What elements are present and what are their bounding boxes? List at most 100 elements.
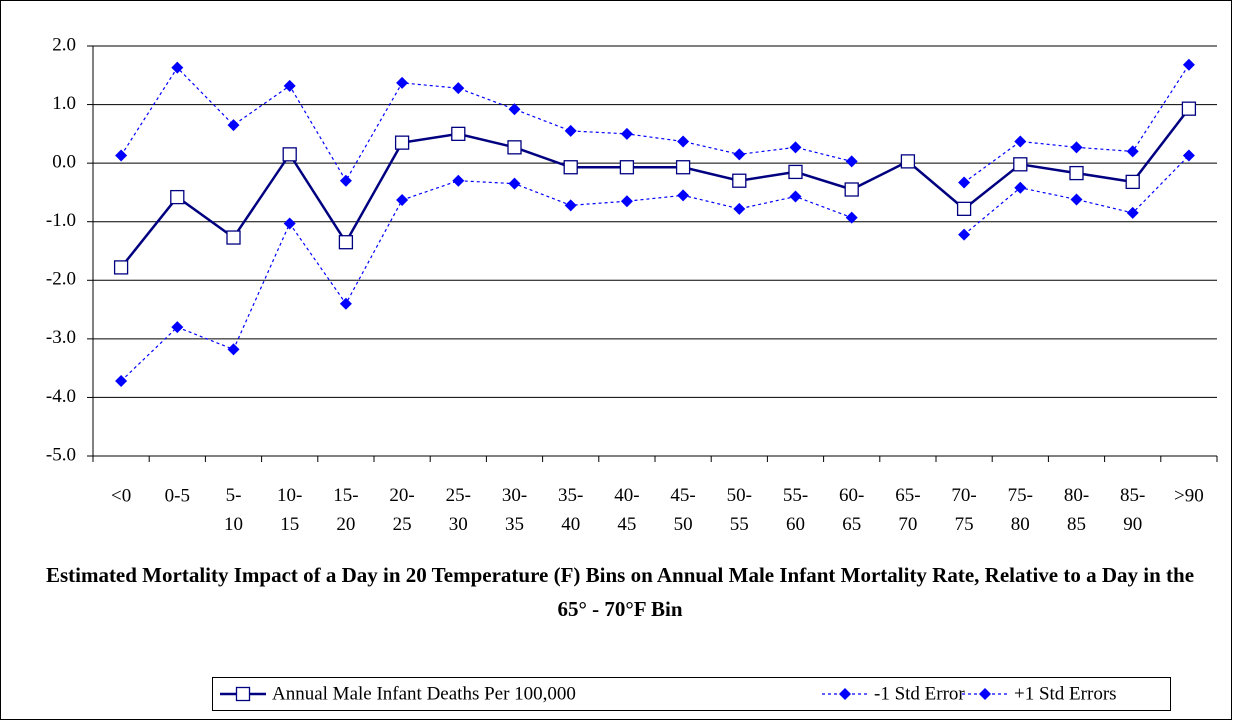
point-marker: [789, 190, 802, 203]
point-marker: [789, 141, 802, 154]
y-tick-label: 1.0: [52, 93, 76, 114]
x-tick-label: 30-35: [502, 485, 527, 535]
point-marker: [452, 174, 465, 187]
x-tick-label: 50-55: [727, 485, 752, 535]
point-marker: [283, 79, 296, 92]
point-marker: [1070, 141, 1083, 154]
point-marker: [732, 173, 747, 188]
point-marker: [338, 235, 354, 250]
legend-label: +1 Std Errors: [1014, 683, 1117, 704]
point-marker: [620, 127, 633, 140]
point-marker: [227, 343, 240, 356]
point-marker: [396, 194, 409, 207]
point-marker: [1013, 157, 1028, 172]
x-tick-label: 15-20: [333, 485, 358, 535]
x-tick-label: 5-10: [224, 485, 243, 535]
point-marker: [507, 140, 522, 155]
legend-marker: [235, 686, 251, 702]
legend-label: -1 Std Error: [874, 683, 965, 704]
legend-item: +1 Std Errors: [962, 683, 1117, 704]
point-marker: [958, 176, 971, 189]
y-tick-label: -2.0: [46, 269, 76, 290]
series-line: [120, 107, 1190, 269]
point-marker: [1181, 101, 1197, 116]
x-tick-label: 35-40: [558, 485, 583, 535]
point-marker: [115, 375, 128, 388]
point-marker: [508, 177, 521, 190]
point-marker: [508, 103, 521, 116]
chart-title: Estimated Mortality Impact of a Day in 2…: [45, 563, 1195, 621]
point-marker: [675, 160, 691, 175]
point-marker: [283, 217, 296, 230]
point-marker: [226, 230, 241, 245]
x-tick-label: 10-15: [277, 485, 302, 535]
point-marker: [619, 160, 635, 175]
point-marker: [1126, 206, 1139, 219]
point-marker: [845, 211, 858, 224]
point-marker: [564, 124, 577, 137]
legend-marker: [839, 688, 851, 700]
point-marker: [845, 155, 858, 168]
point-marker: [844, 182, 859, 197]
point-marker: [339, 174, 352, 187]
point-marker: [1069, 165, 1084, 181]
point-marker: [170, 189, 185, 205]
point-marker: [1126, 145, 1139, 158]
legend-item: Annual Male Infant Deaths Per 100,000: [220, 683, 576, 704]
x-tick-label: 25-30: [446, 485, 471, 535]
point-marker: [788, 164, 803, 180]
point-marker: [564, 199, 577, 212]
x-tick-label: >90: [1174, 485, 1204, 506]
x-tick-label: 20-25: [389, 485, 414, 535]
point-marker: [733, 148, 746, 161]
point-marker: [733, 202, 746, 215]
point-marker: [958, 228, 971, 241]
y-tick-label: -1.0: [46, 210, 76, 231]
point-marker: [1014, 181, 1027, 194]
x-tick-label: <0: [111, 485, 131, 506]
point-marker: [956, 201, 972, 216]
point-marker: [115, 149, 128, 162]
legend-item: -1 Std Error: [822, 683, 965, 704]
x-tick-label: 55-60: [783, 485, 808, 535]
y-tick-label: -3.0: [46, 327, 76, 348]
legend-label: Annual Male Infant Deaths Per 100,000: [272, 683, 576, 704]
point-marker: [451, 126, 466, 142]
point-marker: [452, 82, 465, 95]
series-line: [120, 155, 1190, 382]
point-marker: [227, 119, 240, 132]
point-marker: [1182, 149, 1195, 162]
x-tick-label: 65-70: [895, 485, 920, 535]
point-marker: [563, 160, 578, 175]
x-tick-label: 45-50: [670, 485, 695, 535]
x-tick-label: 85-90: [1120, 485, 1145, 535]
legend-marker: [979, 688, 991, 700]
y-tick-label: 0.0: [52, 152, 76, 173]
point-marker: [1070, 193, 1083, 206]
x-tick-label: 80-85: [1064, 485, 1089, 535]
x-tick-label: 40-45: [614, 485, 639, 535]
y-tick-label: -5.0: [46, 444, 76, 465]
point-marker: [620, 195, 633, 208]
x-tick-label: 75-80: [1008, 485, 1033, 535]
x-tick-label: 60-65: [839, 485, 864, 535]
point-marker: [1125, 174, 1140, 190]
point-marker: [396, 76, 409, 89]
point-marker: [339, 297, 352, 310]
point-marker: [677, 135, 690, 148]
y-tick-label: -4.0: [46, 386, 76, 407]
point-marker: [394, 135, 410, 150]
point-marker: [1014, 135, 1027, 148]
point-marker: [113, 260, 129, 275]
point-marker: [677, 189, 690, 202]
x-tick-label: 70-75: [951, 485, 976, 535]
point-marker: [282, 147, 297, 162]
point-marker: [900, 154, 916, 169]
x-tick-label: 0-5: [165, 485, 190, 506]
legend-box: [212, 677, 1171, 711]
point-marker: [1182, 58, 1195, 71]
point-marker: [171, 61, 184, 74]
